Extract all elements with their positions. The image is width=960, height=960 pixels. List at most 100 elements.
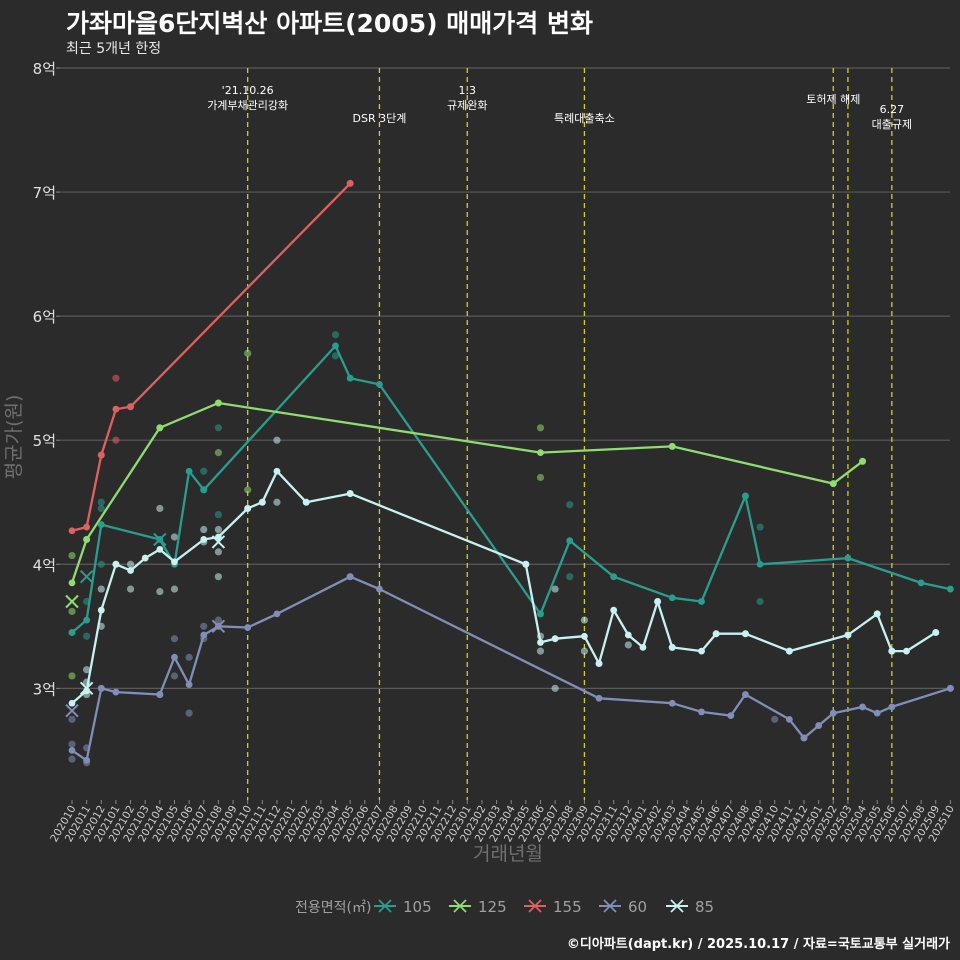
transaction-point — [214, 548, 222, 556]
x-axis-title: 거래년월 — [473, 843, 543, 865]
series-point-85 — [302, 498, 310, 506]
legend-item-105: 105 — [374, 898, 432, 916]
transaction-point — [536, 473, 545, 482]
series-point-85 — [156, 545, 164, 553]
series-point-60 — [800, 734, 808, 742]
y-tick-label: 6억 — [33, 308, 56, 326]
cross-marker-stroke — [153, 532, 167, 547]
series-point-125 — [68, 579, 76, 587]
legend-label: 60 — [628, 898, 647, 916]
series-point-85 — [639, 643, 647, 651]
legend-label: 105 — [403, 898, 432, 916]
series-point-60 — [156, 691, 164, 698]
series-point-105 — [346, 374, 354, 382]
legend-label: 125 — [478, 898, 507, 916]
policy-annotation: 1.3 규제완화 — [447, 84, 487, 112]
series-point-85 — [112, 560, 120, 568]
series-point-85 — [903, 647, 910, 655]
series-point-125 — [859, 457, 866, 465]
series-point-85 — [844, 631, 852, 639]
transaction-point — [536, 647, 545, 655]
transaction-point — [112, 436, 120, 444]
legend-key-cross — [528, 899, 542, 913]
source-caption: ©디아파트(dapt.kr) / 2025.10.17 / 자료=국토교통부 실… — [566, 937, 950, 952]
series-point-85 — [346, 490, 354, 497]
y-tick-label: 5억 — [33, 432, 56, 450]
transaction-point — [68, 715, 76, 723]
transaction-point — [83, 666, 91, 674]
series-point-60 — [346, 573, 354, 581]
transaction-point — [771, 715, 779, 723]
series-point-155 — [97, 451, 105, 459]
series-point-85 — [68, 699, 76, 707]
transaction-point — [185, 709, 193, 717]
cross-marker-stroke — [211, 535, 226, 549]
transaction-point — [200, 622, 208, 630]
policy-annotation: 토허제 해제 — [806, 92, 860, 106]
transaction-point — [580, 647, 589, 655]
series-point-85 — [273, 467, 281, 475]
series-point-105 — [917, 579, 925, 587]
series-point-60 — [859, 703, 866, 711]
series-point-85 — [97, 606, 105, 614]
y-axis: 3억 4억 5억 6억 7억 8억 — [33, 60, 60, 698]
cross-marker-60 — [211, 619, 226, 634]
series-point-105 — [83, 616, 91, 624]
series-point-60 — [873, 709, 881, 717]
series-point-85 — [551, 635, 559, 643]
series-point-105 — [566, 537, 574, 545]
series-point-105 — [332, 342, 339, 350]
series-point-85 — [610, 606, 618, 614]
transaction-point — [156, 504, 164, 513]
series-point-85 — [712, 630, 720, 638]
policy-annotation-line: '21.10.26 — [222, 84, 274, 97]
transaction-point — [68, 740, 76, 748]
series-point-85 — [888, 647, 896, 655]
series-point-105 — [185, 467, 193, 475]
series-point-60 — [97, 684, 105, 692]
legend-label: 155 — [553, 898, 582, 916]
transaction-point — [97, 560, 105, 568]
series-point-155 — [83, 523, 91, 531]
cross-marker-stroke — [211, 619, 226, 634]
policy-annotation-line: 토허제 해제 — [806, 92, 860, 106]
transaction-point — [185, 653, 193, 661]
series-point-60 — [785, 715, 793, 723]
transaction-point — [170, 672, 179, 680]
cross-marker-85 — [79, 681, 94, 696]
transaction-point — [244, 349, 252, 357]
series-point-85 — [141, 554, 149, 562]
series-point-60 — [829, 709, 837, 717]
series-point-60 — [185, 681, 193, 689]
cross-marker-stroke — [79, 681, 94, 696]
transaction-point — [170, 585, 179, 593]
series-point-60 — [83, 756, 91, 764]
series-line-105 — [71, 344, 951, 634]
grid-lines — [60, 67, 950, 689]
policy-event-lines — [247, 68, 893, 800]
series-point-105 — [756, 560, 764, 568]
series-point-85 — [581, 632, 588, 640]
transaction-point — [566, 573, 574, 581]
transaction-point — [756, 523, 764, 531]
series-point-105 — [742, 492, 749, 500]
transaction-point — [97, 585, 105, 593]
series-point-60 — [742, 691, 749, 698]
series-point-85 — [668, 643, 676, 651]
series-point-60 — [171, 653, 178, 661]
series-point-105 — [537, 610, 544, 618]
series-point-155 — [127, 403, 134, 411]
transaction-point — [200, 525, 208, 534]
y-tick-label: 3억 — [33, 680, 56, 698]
transaction-point — [170, 533, 179, 541]
series-point-125 — [215, 399, 222, 407]
transaction-point — [214, 616, 222, 624]
transaction-point — [214, 424, 222, 432]
transaction-point — [126, 585, 135, 593]
series-point-60 — [888, 703, 896, 711]
transaction-point — [112, 374, 120, 382]
transaction-point — [273, 436, 281, 444]
legend-item-155: 155 — [524, 898, 582, 916]
series-point-60 — [595, 694, 603, 702]
